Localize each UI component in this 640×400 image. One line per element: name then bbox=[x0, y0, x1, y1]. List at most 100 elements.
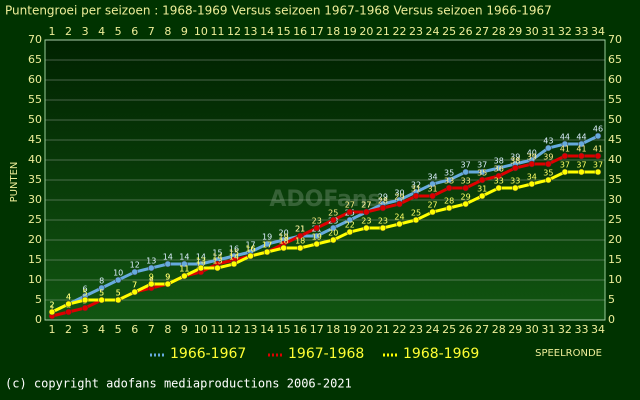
data-label: 11 bbox=[179, 265, 189, 274]
x-tick-label-top: 1 bbox=[49, 25, 56, 38]
data-label: 14 bbox=[196, 253, 206, 262]
data-label: 9 bbox=[149, 273, 154, 282]
x-tick-label: 22 bbox=[392, 323, 406, 336]
x-tick-label: 33 bbox=[574, 323, 588, 336]
point bbox=[114, 276, 122, 284]
y-tick-label-right: 0 bbox=[608, 313, 615, 326]
data-label: 40 bbox=[527, 149, 537, 158]
point bbox=[578, 140, 585, 148]
x-tick-label: 13 bbox=[244, 323, 258, 336]
x-tick-label: 32 bbox=[558, 323, 572, 336]
point bbox=[412, 192, 420, 200]
copyright: (c) copyright adofans mediaproductions 2… bbox=[5, 377, 352, 391]
x-tick-label-top: 16 bbox=[293, 25, 307, 38]
point bbox=[131, 288, 138, 296]
point bbox=[545, 176, 552, 184]
x-tick-label: 26 bbox=[459, 323, 473, 336]
data-label: 41 bbox=[593, 145, 603, 154]
x-tick-label-top: 3 bbox=[82, 25, 89, 38]
point bbox=[330, 224, 337, 232]
data-label: 5 bbox=[99, 289, 104, 298]
point bbox=[48, 308, 56, 316]
point bbox=[131, 268, 138, 276]
y-axis-label: PUNTEN bbox=[9, 162, 20, 203]
data-label: 30 bbox=[394, 189, 404, 198]
data-label: 37 bbox=[560, 161, 570, 170]
chart-title: Puntengroei per seizoen : 1968-1969 Vers… bbox=[5, 4, 552, 18]
data-label: 46 bbox=[593, 125, 603, 134]
y-tick-label: 50 bbox=[28, 113, 42, 126]
y-tick-label-right: 30 bbox=[608, 193, 622, 206]
x-tick-label: 15 bbox=[277, 323, 291, 336]
data-label: 4 bbox=[66, 293, 71, 302]
y-tick-label: 20 bbox=[28, 233, 42, 246]
data-label: 10 bbox=[113, 269, 123, 278]
x-tick-label: 34 bbox=[591, 323, 605, 336]
point bbox=[65, 308, 72, 316]
point bbox=[512, 184, 519, 192]
data-label: 24 bbox=[394, 213, 404, 222]
data-label: 37 bbox=[576, 161, 586, 170]
point bbox=[197, 264, 205, 272]
data-label: 19 bbox=[262, 233, 272, 242]
point bbox=[346, 208, 354, 216]
data-label: 9 bbox=[165, 273, 170, 282]
point bbox=[495, 172, 502, 180]
point bbox=[561, 152, 569, 160]
point bbox=[65, 300, 72, 308]
x-tick-label-top: 6 bbox=[131, 25, 138, 38]
x-tick-label-top: 33 bbox=[574, 25, 588, 38]
data-label: 5 bbox=[83, 289, 88, 298]
point bbox=[478, 176, 486, 184]
point bbox=[445, 184, 453, 192]
data-label: 19 bbox=[279, 233, 289, 242]
x-tick-label-top: 4 bbox=[98, 25, 105, 38]
point bbox=[379, 224, 387, 232]
data-label: 27 bbox=[345, 201, 355, 210]
data-label: 39 bbox=[543, 153, 553, 162]
x-tick-label: 18 bbox=[326, 323, 340, 336]
data-label: 23 bbox=[378, 217, 388, 226]
data-label: 14 bbox=[163, 253, 173, 262]
legend-label: 1966-1967 bbox=[170, 346, 246, 362]
x-tick-label-top: 24 bbox=[426, 25, 440, 38]
x-tick-label: 3 bbox=[82, 323, 89, 336]
x-tick-label-top: 17 bbox=[310, 25, 324, 38]
series-line bbox=[51, 154, 598, 318]
point bbox=[148, 264, 155, 272]
x-tick-label: 30 bbox=[525, 323, 539, 336]
x-tick-label-top: 31 bbox=[541, 25, 555, 38]
x-tick-label: 5 bbox=[115, 323, 122, 336]
data-label: 35 bbox=[477, 169, 487, 178]
x-tick-label-top: 32 bbox=[558, 25, 572, 38]
data-label: 36 bbox=[494, 165, 504, 174]
data-label: 27 bbox=[361, 201, 371, 210]
point bbox=[561, 140, 569, 148]
data-label: 28 bbox=[378, 197, 388, 206]
point bbox=[396, 200, 403, 208]
point bbox=[396, 220, 403, 228]
point bbox=[247, 252, 254, 260]
x-tick-label-top: 13 bbox=[244, 25, 258, 38]
x-tick-label: 4 bbox=[98, 323, 105, 336]
data-label: 16 bbox=[245, 245, 255, 254]
y-tick-label: 45 bbox=[28, 133, 42, 146]
point bbox=[528, 180, 536, 188]
y-tick-label: 30 bbox=[28, 193, 42, 206]
x-tick-label: 14 bbox=[260, 323, 274, 336]
data-label: 38 bbox=[510, 157, 520, 166]
point bbox=[578, 168, 585, 176]
data-label: 39 bbox=[510, 153, 520, 162]
data-label: 14 bbox=[179, 253, 189, 262]
y-tick-label-right: 5 bbox=[608, 293, 615, 306]
point bbox=[164, 260, 172, 268]
data-label: 14 bbox=[212, 253, 222, 262]
x-tick-label-top: 10 bbox=[194, 25, 208, 38]
data-label: 38 bbox=[494, 157, 504, 166]
point bbox=[478, 168, 486, 176]
y-tick-label-right: 20 bbox=[608, 233, 622, 246]
watermark: ADOFans bbox=[269, 187, 380, 212]
data-label: 18 bbox=[295, 237, 305, 246]
point bbox=[313, 232, 320, 240]
y-tick-label-right: 40 bbox=[608, 153, 622, 166]
